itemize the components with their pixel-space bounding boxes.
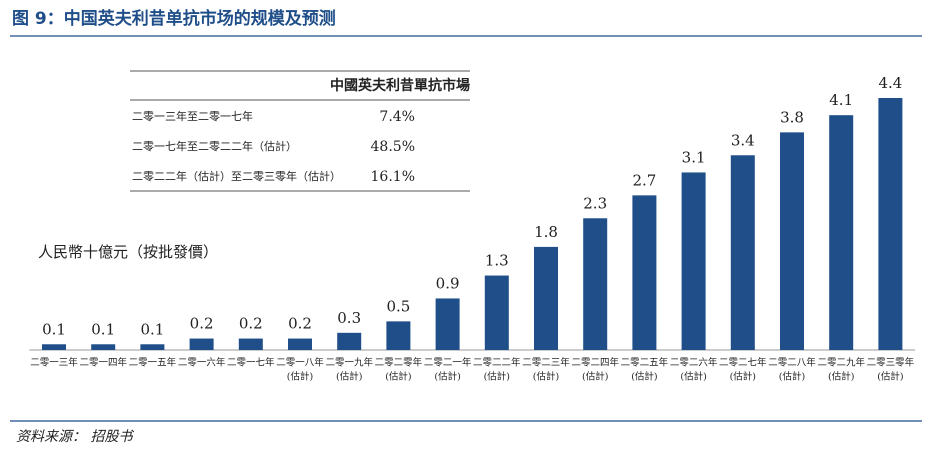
bar [189,338,214,350]
value-label: 0.9 [436,274,460,292]
bar [780,132,804,350]
x-tick-label: (估計) [336,371,362,383]
table-cell: 二零一七年至二零二二年（估計） [132,139,297,153]
x-tick-label: 二零一八年 [276,357,324,369]
x-tick-label: 二零一四年 [79,357,127,369]
bar [878,98,903,350]
value-label: 2.7 [632,171,656,189]
x-tick-label: 二零二四年 [571,357,619,369]
value-label: 0.1 [140,320,164,338]
x-tick-label: 二零一五年 [129,357,177,369]
x-tick-label: (估計) [828,371,854,383]
bar [238,338,263,350]
x-tick-label: 二零一六年 [178,357,226,369]
x-tick-label: 二零一三年 [30,357,78,369]
x-tick-label: (估計) [385,371,411,383]
bar [140,344,165,350]
value-label: 3.1 [682,148,706,166]
x-tick-label: 二零二八年 [768,357,816,369]
bar [829,115,854,350]
x-tick-label: (估計) [533,371,559,383]
x-tick-label: (估計) [484,371,510,383]
bar [288,338,312,350]
x-tick-label: (估計) [779,371,805,383]
value-label: 0.2 [190,315,214,333]
value-label: 4.1 [829,91,853,109]
value-label: 2.3 [583,194,607,212]
x-tick-label: 二零二一年 [424,357,472,369]
y-axis-label: 人民幣十億元（按批發價） [38,243,218,261]
x-tick-label: 二零二五年 [621,357,669,369]
x-tick-label: (估計) [287,371,313,383]
bar [386,321,411,350]
x-tick-label: 二零二三年 [522,357,570,369]
x-tick-label: 二零一九年 [325,357,373,369]
value-label: 0.2 [239,315,263,333]
bar [681,172,706,350]
x-tick-label: (估計) [730,371,756,383]
table-header: 中國英夫利昔單抗市場 [330,77,470,94]
bar [583,218,608,350]
value-label: 1.3 [485,252,509,270]
bar [534,246,558,350]
value-label: 0.1 [91,320,115,338]
source: 资料来源： 招股书 [16,429,134,445]
x-tick-label: 二零二九年 [817,357,865,369]
value-label: 3.4 [731,131,755,149]
value-label: 4.4 [878,74,902,92]
bar [632,195,657,350]
table-cell: 二零二二年（估計）至二零三零年（估計） [132,169,341,183]
bar [484,275,509,350]
x-tick-label: (估計) [631,371,657,383]
x-tick-label: 二零二零年 [375,357,423,369]
x-tick-label: (估計) [434,371,460,383]
x-tick-label: (估計) [582,371,608,383]
bar [435,298,460,350]
value-label: 0.1 [42,320,66,338]
value-label: 0.2 [288,315,312,333]
x-tick-label: 二零二七年 [719,357,767,369]
x-tick-label: 二零二二年 [473,357,521,369]
table-cell: 二零一三年至二零一七年 [132,109,253,123]
value-label: 3.8 [780,108,804,126]
value-label: 0.3 [337,309,361,327]
figure-title: 图 9：中国英夫利昔单抗市场的规模及预测 [12,8,336,29]
bar [730,155,755,350]
bar [337,332,362,350]
table-cell: 48.5% [371,139,415,155]
bar [42,344,66,350]
table-cell: 16.1% [371,169,415,185]
x-tick-label: (估計) [680,371,706,383]
x-tick-label: 二零二六年 [670,357,718,369]
x-tick-label: (估計) [877,371,903,383]
value-label: 0.5 [386,297,410,315]
table-cell: 7.4% [379,109,415,125]
bar [91,344,116,350]
value-label: 1.8 [534,223,558,241]
x-tick-label: 二零三零年 [867,357,915,369]
x-tick-label: 二零一七年 [227,357,275,369]
